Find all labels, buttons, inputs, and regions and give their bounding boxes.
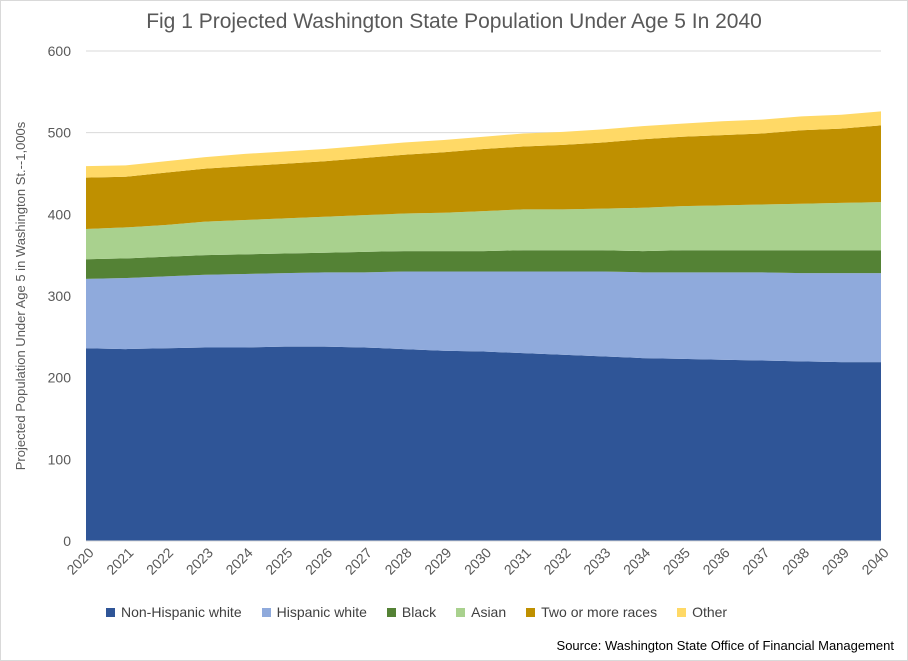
legend-label: Hispanic white	[276, 604, 367, 620]
x-tick-label: 2040	[858, 544, 891, 577]
y-tick-label: 500	[48, 125, 72, 141]
y-tick-label: 600	[48, 43, 72, 59]
legend-swatch	[386, 607, 396, 617]
y-tick-label: 0	[63, 533, 71, 549]
x-tick-label: 2036	[699, 544, 732, 577]
legend-label: Two or more races	[541, 604, 658, 620]
y-tick-label: 400	[48, 206, 72, 222]
area-asian	[86, 202, 881, 260]
area-two-or-more-races	[86, 125, 881, 230]
legend-item: Non-Hispanic white	[106, 604, 242, 620]
x-tick-label: 2023	[183, 544, 216, 577]
y-tick-label: 200	[48, 370, 72, 386]
x-tick-label: 2028	[381, 544, 414, 577]
x-tick-label: 2026	[302, 544, 335, 577]
legend-item: Hispanic white	[261, 604, 367, 620]
legend-label: Asian	[471, 604, 507, 620]
area-other	[86, 111, 881, 178]
legend-label: Non-Hispanic white	[121, 604, 242, 620]
x-tick-label: 2020	[63, 544, 96, 577]
legend-label: Black	[401, 604, 437, 620]
x-tick-label: 2033	[580, 544, 613, 577]
legend-item: Other	[677, 604, 727, 620]
x-tick-label: 2030	[461, 544, 494, 577]
legend: Non-Hispanic white Hispanic white Black Asi…	[106, 603, 747, 621]
x-tick-label: 2032	[540, 544, 573, 577]
legend-label: Other	[692, 604, 728, 620]
x-tick-label: 2034	[620, 544, 653, 577]
x-tick-label: 2027	[342, 544, 375, 577]
x-tick-label: 2039	[819, 544, 852, 577]
area-hispanic-white	[86, 271, 881, 363]
y-tick-label: 100	[48, 451, 72, 467]
x-tick-label: 2024	[222, 544, 255, 577]
y-axis-label: Projected Population Under Age 5 in Wash…	[13, 121, 28, 470]
stacked-areas	[86, 111, 881, 541]
x-tick-label: 2025	[262, 544, 295, 577]
x-tick-label: 2038	[779, 544, 812, 577]
legend-swatch	[677, 607, 687, 617]
x-tick-label: 2031	[501, 544, 534, 577]
legend-item: Two or more races	[526, 604, 657, 620]
legend-item: Asian	[456, 604, 506, 620]
chart-title: Fig 1 Projected Washington State Populat…	[146, 10, 762, 33]
legend-swatch	[106, 607, 115, 617]
source-note: Source: Washington State Office of Finan…	[556, 638, 894, 653]
legend-swatch	[526, 607, 536, 617]
legend-swatch	[456, 607, 466, 617]
area-black	[86, 250, 881, 279]
x-tick-label: 2029	[421, 544, 454, 577]
legend-swatch	[261, 607, 271, 617]
y-tick-label: 300	[48, 288, 72, 304]
x-tick-label: 2021	[103, 544, 136, 577]
x-tick-label: 2035	[660, 544, 693, 577]
area-non-hispanic-white	[86, 346, 881, 541]
x-tick-label: 2037	[739, 544, 772, 577]
x-tick-label: 2022	[143, 544, 176, 577]
legend-item: Black	[386, 604, 437, 620]
